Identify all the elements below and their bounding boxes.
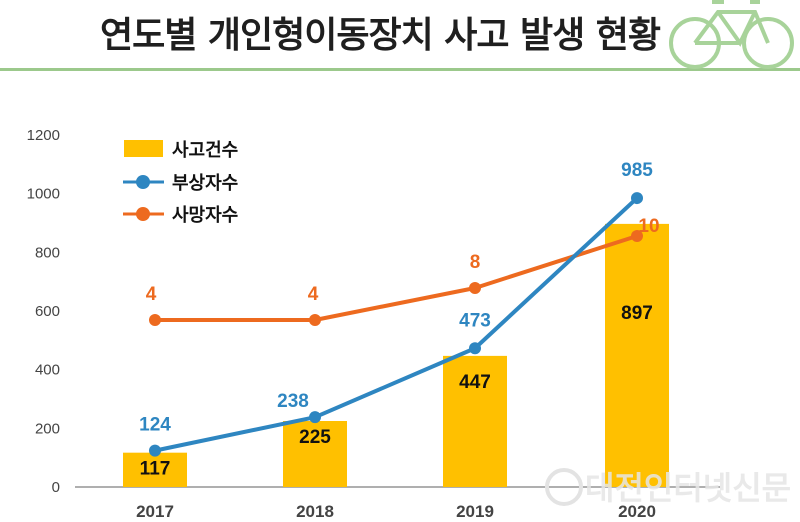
x-tick-label: 2017 [136,502,174,521]
data-label-deaths: 8 [470,252,481,273]
x-tick-label: 2018 [296,502,334,521]
data-label-injured: 238 [277,391,309,412]
legend-label-injured: 부상자수 [172,173,238,194]
marker-deaths [469,282,481,294]
data-label-accidents: 117 [140,459,171,480]
legend: 사고건수 부상자수 사망자수 [123,140,238,226]
bar-accidents [605,223,669,487]
title-underline [0,68,800,71]
legend-label-accidents: 사고건수 [172,140,238,161]
data-label-accidents: 897 [621,303,653,324]
line-injured [154,196,639,453]
bar-accidents [123,452,187,487]
marker-injured [469,342,481,355]
legend-swatch-accidents [124,140,163,157]
y-tick-label: 1000 [27,186,60,203]
y-tick-label: 600 [35,303,60,320]
y-tick-label: 1200 [27,127,60,144]
data-label-deaths: 4 [308,284,319,305]
marker-injured [309,411,321,424]
data-label-deaths: 4 [146,284,157,305]
data-label-accidents: 225 [299,427,331,448]
marker-injured [631,192,643,205]
globe-logo-icon [545,468,583,506]
y-tick-label: 200 [35,420,60,437]
marker-deaths [309,314,321,326]
y-tick-label: 400 [35,362,60,379]
line-deaths [155,234,638,322]
legend-marker-deaths [136,207,150,221]
y-tick-label: 800 [35,244,60,261]
x-tick-label: 2019 [456,502,494,521]
marker-injured [149,444,161,457]
legend-label-deaths: 사망자수 [172,205,238,226]
legend-marker-injured [136,175,150,189]
watermark: 대전인터넷신문 [545,468,791,507]
data-label-injured: 124 [139,415,171,436]
data-label-deaths: 10 [638,216,659,237]
data-label-injured: 985 [621,160,653,181]
bar-accidents [283,421,347,487]
data-label-injured: 473 [459,310,491,331]
bar-accidents [443,355,507,487]
data-label-accidents: 447 [459,372,491,393]
marker-deaths [631,230,643,242]
page-title: 연도별 개인형이동장치 사고 발생 현황 [99,15,661,56]
x-tick-label: 2020 [618,502,656,521]
y-tick-label: 0 [52,479,60,496]
watermark-text: 대전인터넷신문 [585,469,791,507]
marker-deaths [149,314,161,326]
